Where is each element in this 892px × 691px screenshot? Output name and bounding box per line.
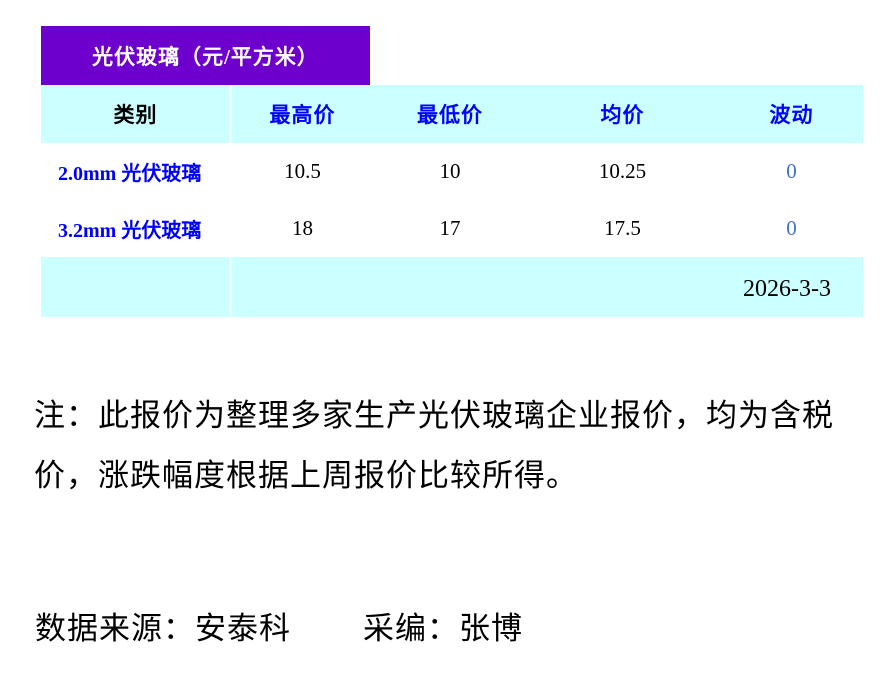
column-header-category: 类别 [113, 103, 158, 127]
column-header-change: 波动 [769, 103, 814, 127]
avg-price-cell: 17.5 [604, 216, 641, 240]
column-header-low: 最低价 [417, 103, 483, 127]
change-cell: 0 [786, 216, 797, 240]
column-divider [230, 85, 232, 143]
quote-date: 2026-3-3 [743, 275, 831, 302]
low-price-cell: 17 [439, 216, 461, 240]
column-header-high: 最高价 [269, 103, 336, 127]
editor-label: 采编：张博 [363, 611, 523, 646]
page-title: 光伏玻璃（元/平方米） [92, 44, 319, 69]
avg-price-cell: 10.25 [598, 159, 647, 183]
change-cell: 0 [786, 159, 797, 183]
footer-line: 数据来源：安泰科 采编：张博 [35, 608, 523, 650]
table-row: 2.0mm 光伏玻璃 10.5 10 10.25 0 [41, 143, 863, 200]
data-source-label: 数据来源：安泰科 [35, 611, 291, 646]
category-cell: 3.2mm 光伏玻璃 [58, 220, 202, 242]
high-price-cell: 18 [292, 216, 313, 240]
low-price-cell: 10 [439, 159, 461, 183]
note-line-2: 价，涨跌幅度根据上周报价比较所得。 [34, 458, 578, 493]
note-paragraph: 注：此报价为整理多家生产光伏玻璃企业报价，均为含税 价，涨跌幅度根据上周报价比较… [34, 386, 866, 506]
column-header-avg: 均价 [600, 103, 645, 127]
title-bar: 光伏玻璃（元/平方米） [41, 26, 370, 85]
price-table: 类别 最高价 最低价 均价 波动 2.0mm 光伏玻璃 10.5 10 10.2… [41, 85, 863, 317]
table-row: 3.2mm 光伏玻璃 18 17 17.5 0 [41, 200, 863, 257]
date-row: 2026-3-3 [41, 257, 863, 317]
category-cell: 2.0mm 光伏玻璃 [58, 163, 202, 185]
note-line-1: 注：此报价为整理多家生产光伏玻璃企业报价，均为含税 [34, 398, 834, 433]
column-divider [230, 257, 232, 317]
table-header-row: 类别 最高价 最低价 均价 波动 [41, 85, 863, 143]
high-price-cell: 10.5 [284, 159, 321, 183]
